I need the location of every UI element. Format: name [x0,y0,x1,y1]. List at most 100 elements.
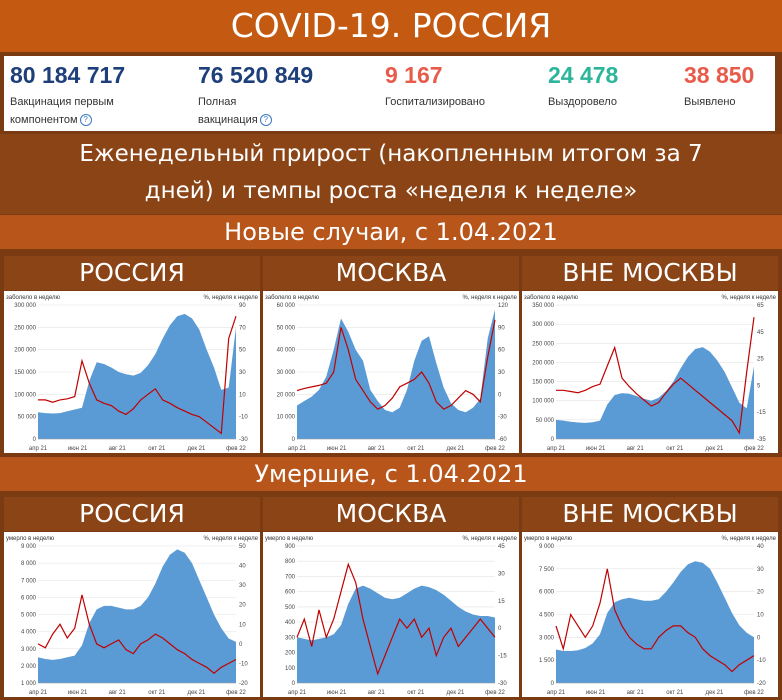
y-tick-label: 250 000 [532,341,554,347]
y-tick-label: 500 [285,605,296,611]
weekly-count-area [297,309,495,439]
x-tick-label: апр 21 [29,690,48,696]
left-axis-label: заболело в неделю [265,295,319,301]
y-tick-label: 0 [551,437,555,443]
y2-tick-label: 40 [757,544,764,550]
y2-tick-label: -10 [239,415,248,421]
stat-vaccination-full: 76 520 849 Полная вакцинация? [198,56,313,131]
y-tick-label: 200 000 [14,348,36,354]
growth-rate-line [555,568,755,673]
weekly-count-area [556,561,754,683]
y-tick-label: 0 [551,681,555,687]
x-tick-label: авг 21 [109,690,127,696]
chart-deaths-outside-moscow: умерло в неделю %, неделя к неделе 0 1 500 3… [522,532,778,697]
y-tick-label: 7 000 [21,578,37,584]
y2-tick-label: 25 [757,357,764,363]
y-tick-label: 150 000 [532,380,554,386]
y-tick-label: 30 000 [277,370,296,376]
growth-rate-line [37,594,237,674]
y-tick-label: 1 500 [539,658,555,664]
y2-tick-label: -30 [498,681,507,687]
region-title-outside-moscow: ВНЕ МОСКВЫ [522,497,778,531]
growth-rate-line [556,317,755,435]
weekly-count-area [556,347,754,439]
x-tick-label: фев 22 [744,690,764,696]
y-tick-label: 4 500 [539,613,555,619]
weekly-count-area [38,313,236,439]
weekly-heading-line1: Еженедельный прирост (накопленным итогом… [79,141,703,167]
y2-tick-label: -20 [757,681,766,687]
right-axis-label: %, неделя к неделе [721,536,776,542]
stat-label-line1: Вакцинация первым [10,96,114,108]
x-tick-label: окт 21 [666,690,684,696]
y2-tick-label: 20 [239,603,246,609]
y-tick-label: 200 [285,651,296,657]
weekly-count-area [297,585,495,683]
stat-label-line1: Полная [198,96,237,108]
y-tick-label: 100 [285,666,296,672]
y2-tick-label: 10 [239,622,246,628]
y2-tick-label: 10 [757,613,764,619]
chart-cases-moscow: заболело в неделю %, неделя к неделе 0 10 0… [263,291,519,453]
x-tick-label: июн 21 [586,446,606,452]
x-tick-label: июн 21 [327,690,347,696]
x-tick-label: апр 21 [547,446,566,452]
weekly-heading-line2: дней) и темпы роста «неделя к неделе» [144,178,638,204]
help-icon[interactable]: ? [259,114,272,127]
growth-rate-line [38,316,237,435]
x-tick-label: июн 21 [68,446,88,452]
stat-vaccination-first: 80 184 717 Вакцинация первым компонентом? [10,56,125,131]
chart-deaths-russia: умерло в неделю %, неделя к неделе 1 000 2 … [4,532,260,697]
y2-tick-label: -35 [757,437,766,443]
y-tick-label: 0 [292,681,296,687]
growth-rate-line [296,319,496,410]
y2-tick-label: 65 [757,303,764,309]
right-axis-label: %, неделя к неделе [203,295,258,301]
x-tick-label: июн 21 [327,446,347,452]
left-axis-label: умерло в неделю [524,536,573,542]
y-tick-label: 700 [285,574,296,580]
region-title-outside-moscow: ВНЕ МОСКВЫ [522,256,778,290]
y2-tick-label: 45 [757,330,764,336]
y-tick-label: 100 000 [14,392,36,398]
x-tick-label: дек 21 [446,446,464,452]
x-tick-label: фев 22 [226,690,246,696]
stat-label: Полная вакцинация? [198,93,313,129]
y-tick-label: 50 000 [277,325,296,331]
y2-tick-label: -10 [757,658,766,664]
x-tick-label: апр 21 [547,690,566,696]
y2-tick-label: 0 [498,392,502,398]
cases-header: Новые случаи, с 1.04.2021 [0,215,782,249]
y-tick-label: 6 000 [21,595,37,601]
x-tick-label: июн 21 [68,690,88,696]
stats-panel: 80 184 717 Вакцинация первым компонентом?… [4,56,775,131]
x-tick-label: дек 21 [187,446,205,452]
y-tick-label: 50 000 [18,415,37,421]
y-tick-label: 9 000 [539,544,555,550]
y2-tick-label: 30 [498,571,505,577]
y2-tick-label: 30 [239,583,246,589]
y-tick-label: 200 000 [532,360,554,366]
weekly-heading: Еженедельный прирост (накопленным итогом… [0,134,782,214]
stat-label: Госпитализировано [385,96,485,108]
stat-value: 80 184 717 [10,62,126,88]
stat-label: Выздоровело [548,96,617,108]
y-tick-label: 600 [285,590,296,596]
y-tick-label: 350 000 [532,303,554,309]
stat-detected: 38 850 Выявлено [684,56,754,131]
help-icon[interactable]: ? [79,114,92,127]
y2-tick-label: -15 [498,654,507,660]
y-tick-label: 1 000 [21,681,37,687]
x-tick-label: фев 22 [485,690,505,696]
y2-tick-label: 30 [239,370,246,376]
x-tick-label: авг 21 [109,446,127,452]
y-tick-label: 0 [292,437,296,443]
x-tick-label: дек 21 [705,690,723,696]
region-title-moscow: МОСКВА [263,256,519,290]
y-tick-label: 300 [285,635,296,641]
y2-tick-label: 5 [757,383,761,389]
y2-tick-label: 15 [498,599,505,605]
y-tick-label: 40 000 [277,348,296,354]
y-tick-label: 50 000 [536,418,555,424]
x-tick-label: дек 21 [705,446,723,452]
